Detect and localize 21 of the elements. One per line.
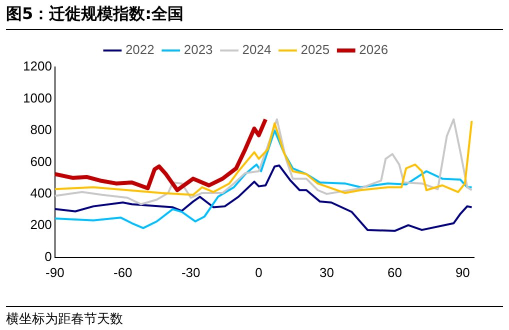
y-tick-label: 0 bbox=[44, 248, 52, 264]
x-tick-label: 30 bbox=[320, 264, 334, 280]
legend-label: 2024 bbox=[242, 42, 272, 58]
chart-title: 图5：迁徙规模指数:全国 bbox=[6, 4, 503, 30]
text: 横坐标为距春节天数 bbox=[6, 306, 503, 328]
y-tick-label: 800 bbox=[30, 122, 52, 138]
x-tick-label: 60 bbox=[387, 264, 402, 280]
x-tick-label: 0 bbox=[255, 264, 262, 280]
y-tick-label: 400 bbox=[30, 186, 52, 201]
legend-label: 2023 bbox=[184, 42, 213, 58]
x-tick-label: -30 bbox=[181, 264, 200, 280]
y-tick-label: 1000 bbox=[23, 90, 52, 106]
legend-label: 2022 bbox=[125, 42, 154, 58]
x-tick-label: 90 bbox=[455, 264, 470, 280]
x-tick-label: -60 bbox=[113, 264, 132, 280]
legend-label: 2025 bbox=[300, 42, 330, 58]
legend-label: 2026 bbox=[359, 42, 388, 58]
y-tick-label: 600 bbox=[30, 154, 52, 169]
y-tick-label: 200 bbox=[30, 217, 52, 232]
y-tick-label: 1200 bbox=[23, 58, 52, 74]
x-tick-label: -90 bbox=[46, 264, 64, 280]
